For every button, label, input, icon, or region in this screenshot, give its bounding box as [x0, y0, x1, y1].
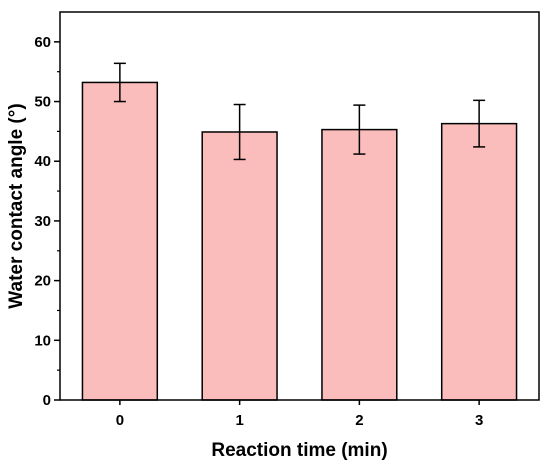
x-tick-label: 3: [475, 412, 483, 429]
bar-group: [81, 81, 518, 401]
error-bar-1: [233, 103, 246, 161]
y-axis-title: Water contact angle (°): [6, 103, 27, 308]
bar-3: [440, 122, 518, 401]
plot-frame: [59, 11, 540, 401]
x-tick-label: 1: [235, 412, 243, 429]
y-tick-label: 20: [34, 273, 51, 290]
y-tick-label: 30: [34, 213, 51, 230]
error-bar-2: [353, 104, 366, 155]
y-tick-label: 60: [34, 34, 51, 51]
x-axis-title: Reaction time (min): [211, 440, 387, 461]
error-bar-group: [113, 62, 486, 161]
y-axis-ticks: 0 10 20 30 40 50 60: [34, 34, 60, 409]
y-tick-label: 50: [34, 94, 51, 111]
y-tick-label: 40: [34, 153, 51, 170]
bar-1: [201, 131, 278, 401]
error-bar-3: [473, 99, 486, 148]
bar-0: [81, 81, 159, 401]
x-tick-label: 0: [116, 412, 124, 429]
x-axis-ticks: 0 1 2 3: [116, 400, 483, 429]
bar-2: [321, 128, 398, 401]
y-tick-label: 10: [34, 332, 51, 349]
error-bar-0: [113, 62, 126, 103]
x-tick-label: 2: [355, 412, 363, 429]
y-tick-label: 0: [43, 392, 51, 409]
